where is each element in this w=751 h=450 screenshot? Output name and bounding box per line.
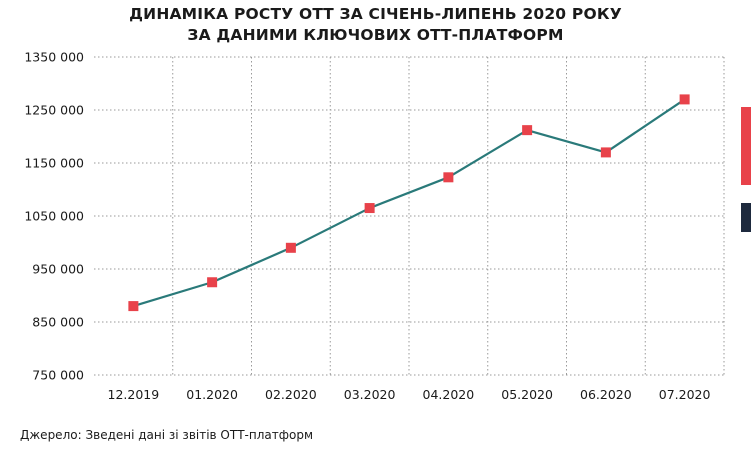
data-point-marker [128, 301, 139, 312]
decorative-navy-bar [741, 203, 751, 232]
x-tick-label: 06.2020 [580, 387, 632, 402]
x-tick-label: 12.2019 [108, 387, 160, 402]
data-point-marker [207, 277, 218, 288]
y-tick-label: 750 000 [32, 368, 84, 383]
y-axis-tick-labels: 750 000 850 000 950 000 1050 000 1150 000 125… [24, 50, 84, 383]
chart-title: ДИНАМІКА РОСТУ ОТТ ЗА СІЧЕНЬ-ЛИПЕНЬ 2020… [0, 4, 751, 46]
data-point-marker [600, 147, 611, 158]
source-note: Джерело: Зведені дані зі звітів ОТТ-плат… [20, 428, 313, 442]
y-tick-label: 1050 000 [24, 209, 84, 224]
data-point-marker [364, 203, 375, 214]
y-tick-label: 1150 000 [24, 156, 84, 171]
x-tick-label: 04.2020 [423, 387, 475, 402]
y-tick-label: 850 000 [32, 315, 84, 330]
decorative-red-bar [741, 107, 751, 185]
series-line-group [133, 98, 686, 308]
x-tick-label: 02.2020 [265, 387, 317, 402]
data-point-marker [285, 242, 296, 253]
chart-title-line-1: ДИНАМІКА РОСТУ ОТТ ЗА СІЧЕНЬ-ЛИПЕНЬ 2020… [129, 5, 622, 23]
x-tick-label: 01.2020 [186, 387, 238, 402]
series-markers [128, 94, 690, 312]
data-point-marker [443, 172, 454, 183]
line-chart: 750 000 850 000 950 000 1050 000 1150 000 125… [24, 50, 725, 402]
x-tick-label: 07.2020 [659, 387, 711, 402]
y-tick-label: 1250 000 [24, 103, 84, 118]
x-axis-tick-labels: 12.2019 01.2020 02.2020 03.2020 04.2020 05.20… [108, 387, 711, 402]
data-point-marker [522, 125, 533, 136]
data-point-marker [679, 94, 690, 105]
x-tick-label: 05.2020 [501, 387, 553, 402]
chart-title-line-2: ЗА ДАНИМИ КЛЮЧОВИХ ОТТ-ПЛАТФОРМ [187, 26, 564, 44]
y-tick-label: 1350 000 [24, 50, 84, 65]
y-tick-label: 950 000 [32, 262, 84, 277]
series-line [133, 98, 686, 308]
grid-lines [94, 56, 725, 376]
x-tick-label: 03.2020 [344, 387, 396, 402]
